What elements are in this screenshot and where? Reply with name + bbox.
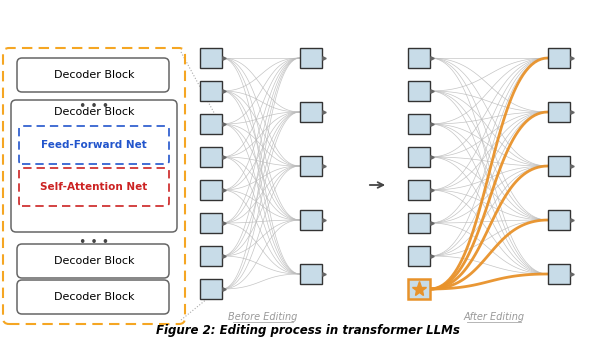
Bar <box>200 147 222 167</box>
Bar <box>200 213 222 233</box>
FancyBboxPatch shape <box>11 100 177 232</box>
FancyBboxPatch shape <box>17 244 169 278</box>
Bar <box>300 156 322 176</box>
Bar <box>548 264 570 284</box>
Text: Decoder Block: Decoder Block <box>54 107 134 117</box>
Bar <box>408 246 430 266</box>
Text: Decoder Block: Decoder Block <box>54 70 134 80</box>
Bar <box>408 48 430 68</box>
Bar <box>408 114 430 134</box>
Bar <box>408 180 430 200</box>
Text: Decoder Block: Decoder Block <box>54 256 134 266</box>
Bar <box>548 48 570 68</box>
Text: After Editing: After Editing <box>463 312 525 322</box>
Text: • • •: • • • <box>79 100 109 113</box>
Bar <box>408 81 430 101</box>
Text: Feed-Forward Net: Feed-Forward Net <box>41 140 147 150</box>
Bar <box>200 48 222 68</box>
Text: • • •: • • • <box>79 236 109 249</box>
Bar <box>548 156 570 176</box>
Bar <box>200 114 222 134</box>
Bar <box>408 279 430 299</box>
Bar <box>300 210 322 230</box>
Text: Self-Attention Net: Self-Attention Net <box>41 182 148 192</box>
FancyBboxPatch shape <box>17 58 169 92</box>
Bar <box>300 264 322 284</box>
Bar <box>408 213 430 233</box>
Bar <box>200 246 222 266</box>
Bar <box>200 279 222 299</box>
Bar <box>200 81 222 101</box>
Bar <box>548 210 570 230</box>
Text: Before Editing: Before Editing <box>229 312 298 322</box>
Bar <box>548 102 570 122</box>
Bar <box>408 147 430 167</box>
Bar <box>300 102 322 122</box>
Text: Decoder Block: Decoder Block <box>54 292 134 302</box>
FancyBboxPatch shape <box>17 280 169 314</box>
Bar <box>200 180 222 200</box>
Text: Figure 2: Editing process in transformer LLMs: Figure 2: Editing process in transformer… <box>156 324 460 337</box>
Bar <box>300 48 322 68</box>
